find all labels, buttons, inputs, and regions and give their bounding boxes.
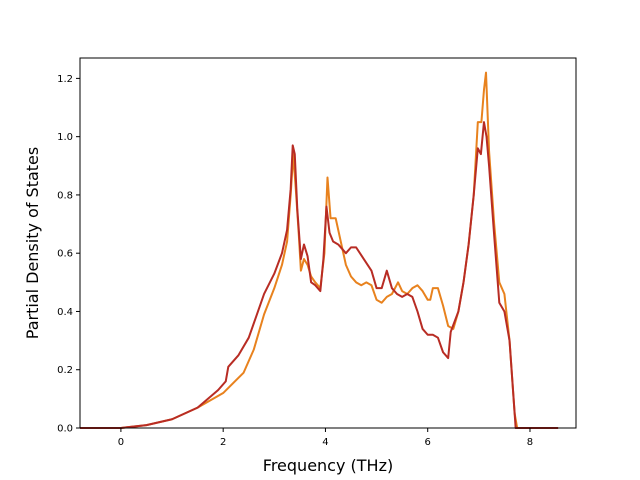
- x-tick-label: 0: [118, 437, 124, 448]
- plot-background: [80, 58, 576, 428]
- y-tick-label: 0.2: [57, 365, 73, 376]
- series-line-2: [80, 121, 559, 429]
- y-tick-label: 0.4: [57, 307, 73, 318]
- x-tick-label: 8: [527, 437, 533, 448]
- x-axis-title: Frequency (THz): [263, 456, 393, 475]
- series-layer: [80, 71, 559, 429]
- plot-frame: [79, 57, 577, 429]
- y-axis-title: Partial Density of States: [23, 147, 42, 339]
- x-axis-ticks: 0 2 4 6 8: [118, 428, 533, 448]
- y-tick-label: 1.0: [57, 132, 73, 143]
- x-tick-label: 4: [322, 437, 328, 448]
- y-tick-label: 0.8: [57, 190, 73, 201]
- y-tick-label: 0.6: [57, 249, 73, 260]
- y-axis-ticks: 0.0 0.2 0.4 0.6 0.8 1.0 1.2: [57, 74, 80, 435]
- series-line-1: [80, 71, 559, 429]
- x-tick-label: 6: [425, 437, 431, 448]
- x-tick-label: 2: [220, 437, 226, 448]
- y-tick-label: 1.2: [57, 74, 73, 85]
- y-tick-label: 0.0: [57, 424, 73, 435]
